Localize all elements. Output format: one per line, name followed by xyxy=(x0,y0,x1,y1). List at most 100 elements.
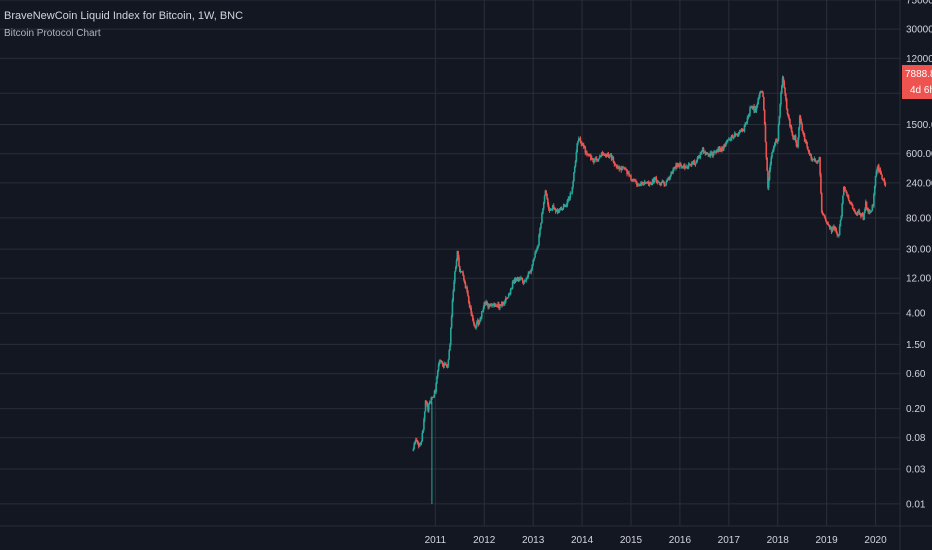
candle-body xyxy=(615,165,618,167)
candle-body xyxy=(474,326,477,329)
candle-body xyxy=(700,152,702,154)
candle-body xyxy=(461,271,464,273)
candle-body xyxy=(686,166,689,168)
candle-body xyxy=(825,221,828,224)
candle-body xyxy=(767,170,769,188)
candle-body xyxy=(816,161,819,163)
candle-body xyxy=(525,277,528,281)
candle-body xyxy=(536,248,538,251)
candle-body xyxy=(869,211,872,213)
candle-body xyxy=(562,205,565,209)
candle-body xyxy=(702,147,705,153)
candle-body xyxy=(706,152,709,155)
y-tick-label: 80.00 xyxy=(906,213,931,224)
candle-body xyxy=(719,147,721,150)
candle-body xyxy=(780,93,782,105)
candle-body xyxy=(447,359,450,366)
candle-body xyxy=(417,443,420,447)
candle-body xyxy=(549,210,552,212)
y-tick-label: 12.00 xyxy=(906,274,931,285)
candle-body xyxy=(665,182,667,185)
candle-body xyxy=(589,155,591,157)
candle-body xyxy=(728,139,731,141)
candle-body xyxy=(576,143,578,153)
candle-body xyxy=(876,168,878,172)
candle-body xyxy=(833,226,836,229)
candle-body xyxy=(590,155,592,160)
candle-body xyxy=(834,228,837,230)
candle-body xyxy=(767,179,770,188)
candle-body xyxy=(420,441,423,443)
candle-body xyxy=(883,179,886,183)
candle-body xyxy=(786,108,789,115)
candle-body xyxy=(850,203,852,205)
candle-body xyxy=(478,321,481,325)
candle-body xyxy=(799,116,802,122)
candle-body xyxy=(654,177,657,179)
candle-body xyxy=(587,153,589,155)
candle-body xyxy=(530,269,532,273)
candle-body xyxy=(819,157,821,175)
candle-body xyxy=(563,205,566,207)
candle-body xyxy=(878,165,880,172)
candle-body xyxy=(476,321,478,326)
candle-body xyxy=(651,179,654,185)
candle-body xyxy=(727,139,729,141)
candle-body xyxy=(745,122,748,124)
candle-body xyxy=(808,152,811,155)
candle-body xyxy=(578,138,581,140)
candle-body xyxy=(452,291,455,301)
candle-body xyxy=(441,361,443,363)
candle-body xyxy=(785,93,787,99)
candle-body xyxy=(680,163,682,167)
candle-body xyxy=(666,179,668,183)
candle-body xyxy=(617,166,620,168)
candle-body xyxy=(740,130,743,132)
candle-body xyxy=(728,139,730,141)
candle-body xyxy=(826,223,829,225)
candle-body xyxy=(646,182,649,184)
candle-body xyxy=(747,116,750,118)
y-tick-label: 4.00 xyxy=(906,309,926,320)
candle-body xyxy=(692,161,695,163)
y-tick-label: 0.60 xyxy=(906,369,926,380)
candle-body xyxy=(510,288,513,290)
candle-body xyxy=(624,168,626,170)
candle-body xyxy=(811,159,814,161)
candle-body xyxy=(830,227,833,232)
candle-body xyxy=(442,365,445,367)
candle-body xyxy=(428,402,431,405)
candle-body xyxy=(627,172,629,175)
candle-body xyxy=(731,134,734,138)
candle-body xyxy=(802,131,804,133)
candle-body xyxy=(683,164,686,168)
candle-body xyxy=(712,152,714,156)
candle-body xyxy=(688,164,691,166)
candle-body xyxy=(514,279,517,281)
candle-body xyxy=(454,267,457,272)
candle-body xyxy=(443,363,446,366)
x-axis[interactable]: 2011 2012 2013 2014 2015 2016 2017 2018 2019 2020 xyxy=(425,535,888,546)
candle-body xyxy=(732,137,735,139)
candle-body xyxy=(621,167,623,171)
candle-body xyxy=(572,181,574,187)
candle-body xyxy=(774,140,777,144)
candle-body xyxy=(435,383,437,393)
candle-body xyxy=(780,85,783,94)
candle-body xyxy=(515,278,518,281)
candle-body xyxy=(812,158,815,160)
candle-body xyxy=(539,228,541,235)
candle-body xyxy=(429,401,432,403)
candle-body xyxy=(684,167,687,169)
candle-body xyxy=(503,303,505,305)
candle-body xyxy=(697,156,700,158)
candle-body xyxy=(670,172,672,176)
candle-body xyxy=(865,201,868,208)
candle-body xyxy=(607,154,610,157)
candle-body xyxy=(488,303,490,308)
candle-body xyxy=(564,205,567,207)
candle-body xyxy=(459,271,462,273)
candle-body xyxy=(825,218,827,222)
